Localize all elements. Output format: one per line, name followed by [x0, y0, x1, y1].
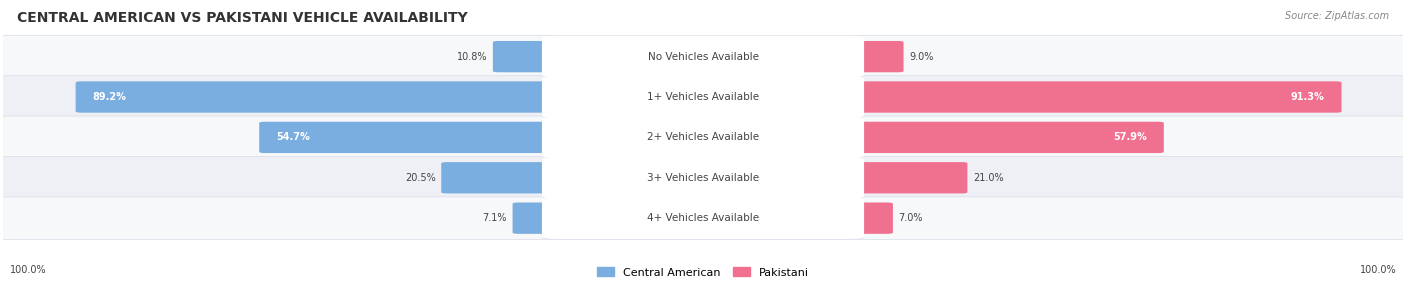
- Text: CENTRAL AMERICAN VS PAKISTANI VEHICLE AVAILABILITY: CENTRAL AMERICAN VS PAKISTANI VEHICLE AV…: [17, 11, 468, 25]
- Text: Source: ZipAtlas.com: Source: ZipAtlas.com: [1285, 11, 1389, 21]
- FancyBboxPatch shape: [0, 76, 1406, 118]
- Text: 10.8%: 10.8%: [457, 52, 488, 61]
- Legend: Central American, Pakistani: Central American, Pakistani: [598, 267, 808, 278]
- FancyBboxPatch shape: [845, 81, 1341, 113]
- FancyBboxPatch shape: [494, 41, 561, 72]
- FancyBboxPatch shape: [845, 162, 967, 193]
- FancyBboxPatch shape: [541, 157, 865, 198]
- Text: 100.0%: 100.0%: [10, 265, 46, 275]
- FancyBboxPatch shape: [541, 116, 865, 158]
- FancyBboxPatch shape: [0, 35, 1406, 78]
- FancyBboxPatch shape: [541, 77, 865, 119]
- Text: 7.0%: 7.0%: [898, 213, 922, 223]
- Text: 89.2%: 89.2%: [93, 92, 127, 102]
- FancyBboxPatch shape: [513, 202, 561, 234]
- Text: 9.0%: 9.0%: [910, 52, 934, 61]
- Text: 20.5%: 20.5%: [405, 173, 436, 183]
- FancyBboxPatch shape: [76, 81, 561, 113]
- FancyBboxPatch shape: [845, 41, 904, 72]
- Text: No Vehicles Available: No Vehicles Available: [648, 52, 758, 61]
- Text: 21.0%: 21.0%: [973, 173, 1004, 183]
- FancyBboxPatch shape: [259, 122, 561, 153]
- FancyBboxPatch shape: [845, 122, 1164, 153]
- FancyBboxPatch shape: [541, 76, 865, 118]
- FancyBboxPatch shape: [541, 37, 865, 78]
- FancyBboxPatch shape: [0, 116, 1406, 159]
- Text: 57.9%: 57.9%: [1114, 132, 1147, 142]
- Text: 54.7%: 54.7%: [276, 132, 309, 142]
- FancyBboxPatch shape: [541, 117, 865, 159]
- FancyBboxPatch shape: [0, 156, 1406, 199]
- FancyBboxPatch shape: [845, 202, 893, 234]
- Text: 2+ Vehicles Available: 2+ Vehicles Available: [647, 132, 759, 142]
- FancyBboxPatch shape: [541, 197, 865, 239]
- Text: 7.1%: 7.1%: [482, 213, 508, 223]
- FancyBboxPatch shape: [541, 198, 865, 240]
- Text: 1+ Vehicles Available: 1+ Vehicles Available: [647, 92, 759, 102]
- FancyBboxPatch shape: [541, 158, 865, 199]
- FancyBboxPatch shape: [441, 162, 561, 193]
- Text: 100.0%: 100.0%: [1360, 265, 1396, 275]
- Text: 91.3%: 91.3%: [1291, 92, 1324, 102]
- FancyBboxPatch shape: [0, 197, 1406, 239]
- Text: 3+ Vehicles Available: 3+ Vehicles Available: [647, 173, 759, 183]
- Text: 4+ Vehicles Available: 4+ Vehicles Available: [647, 213, 759, 223]
- FancyBboxPatch shape: [541, 36, 865, 78]
